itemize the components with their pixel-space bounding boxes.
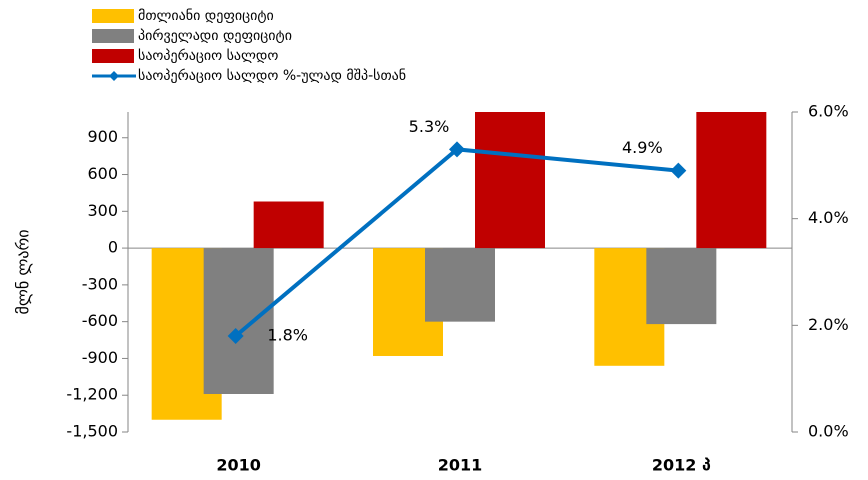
x-tick-label: 2010 bbox=[216, 456, 261, 475]
x-tick-label: 2012 პ bbox=[652, 456, 711, 475]
marker bbox=[670, 162, 687, 179]
legend-swatch bbox=[92, 49, 134, 63]
y-tick-label: 300 bbox=[87, 201, 118, 220]
bar bbox=[696, 112, 767, 249]
data-label: 1.8% bbox=[267, 326, 308, 345]
y-tick-label: -1,500 bbox=[66, 422, 118, 441]
y2-tick-label: 4.0% bbox=[808, 208, 849, 227]
y-tick-label: 900 bbox=[87, 127, 118, 146]
bar bbox=[425, 248, 495, 322]
legend-label: პირველადი დეფიციტი bbox=[138, 27, 292, 44]
marker bbox=[449, 141, 465, 158]
y2-tick-label: 0.0% bbox=[808, 422, 849, 441]
legend-label: მთლიანი დეფიციტი bbox=[138, 8, 274, 24]
y-tick-label: -300 bbox=[82, 274, 118, 293]
y-tick-label: 0 bbox=[108, 238, 118, 257]
y2-tick-label: 6.0% bbox=[808, 102, 849, 121]
bar bbox=[203, 248, 274, 394]
bar bbox=[475, 112, 545, 249]
data-label: 5.3% bbox=[409, 117, 450, 136]
legend-label: საოპერაციო სალდო %-ულად მშპ-სთან bbox=[138, 67, 406, 84]
y2-tick-label: 2.0% bbox=[808, 315, 849, 334]
x-tick-label: 2011 bbox=[438, 456, 483, 475]
marker bbox=[227, 328, 244, 344]
bar bbox=[253, 201, 324, 249]
legend-label: საოპერაციო სალდო bbox=[138, 47, 278, 64]
bar bbox=[646, 248, 717, 325]
y-tick-label: -1,200 bbox=[66, 385, 118, 404]
legend-marker bbox=[109, 71, 119, 81]
legend-swatch bbox=[92, 29, 134, 43]
y-tick-label: -900 bbox=[82, 348, 118, 367]
data-label: 4.9% bbox=[622, 138, 663, 157]
y-axis-label: მლნ ლარი bbox=[14, 229, 33, 314]
y-tick-label: -600 bbox=[82, 311, 118, 330]
legend-swatch bbox=[92, 9, 134, 23]
y-tick-label: 600 bbox=[87, 164, 118, 183]
